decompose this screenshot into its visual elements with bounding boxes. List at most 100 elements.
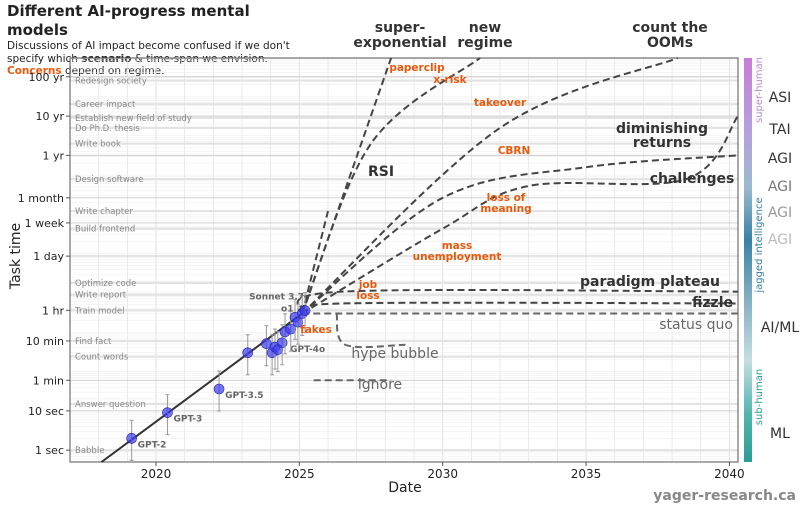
capability-label: AGI: [768, 151, 792, 167]
y-tick-label: 1 min: [33, 374, 64, 387]
scenario-label-layer: super-exponential new regime count the OOMs R…: [351, 20, 734, 393]
capability-label: AGI: [768, 232, 792, 248]
scenario-label-diminishing-returns-line: returns: [633, 135, 691, 151]
concern-mass-unemployment: mass unemployment: [413, 240, 502, 263]
subtitle-line-1: Discussions of AI impact become confused…: [7, 40, 290, 52]
scenario-label-diminishing-returns: diminishing returns: [616, 121, 708, 151]
concern-x-risk-line: x-risk: [433, 74, 467, 86]
scenario-label-count-the-ooms-line: OOMs: [647, 35, 693, 51]
model-label: GPT-3.5: [225, 391, 263, 401]
task-label: Babble: [75, 446, 104, 456]
scenario-label-status-quo-line: status quo: [659, 317, 733, 333]
subtitle-line-3: Concerns depend on regime.: [7, 65, 165, 77]
scenario-line-diminishing-returns: [301, 154, 739, 315]
scenario-label-rsi: RSI: [368, 164, 394, 180]
capability-gradient-bar: [744, 58, 752, 462]
concern-takeover: takeover: [474, 97, 527, 109]
task-label: Find fact: [75, 337, 112, 347]
capability-label: AGI: [768, 205, 792, 221]
task-label: Train model: [74, 306, 125, 316]
capability-scale: ASI TAI AGI AGI AGI AGI AI/ML ML super-human jagg…: [744, 57, 799, 462]
scenario-label-fizzle-line: fizzle: [692, 295, 733, 311]
scenario-label-challenges-line: challenges: [650, 171, 735, 187]
x-tick-label: 2025: [284, 467, 315, 481]
concern-fakes: fakes: [300, 324, 332, 336]
task-label: Answer question: [75, 400, 146, 410]
task-label: Design software: [75, 175, 144, 185]
concern-cbrn: CBRN: [498, 145, 531, 157]
scenario-label-diminishing-returns-line: diminishing: [616, 121, 708, 137]
concern-paperclip: paperclip: [389, 62, 445, 74]
task-label: Count words: [75, 353, 129, 363]
x-tick-label: 2030: [427, 467, 458, 481]
scenario-label-paradigm-plateau-line: paradigm plateau: [580, 274, 720, 290]
scenario-label-new-regime: new regime: [457, 20, 512, 51]
chart-header: Different AI-progress mental models Disc…: [7, 2, 307, 78]
y-tick-label: 100 yr: [28, 71, 64, 84]
task-label: Career impact: [75, 100, 136, 110]
capability-label: AGI: [768, 179, 792, 195]
y-tick-label: 1 month: [18, 192, 64, 205]
scenario-label-fizzle: fizzle: [692, 295, 733, 311]
x-tick-label: 2040: [714, 467, 745, 481]
y-tick-label: 10 sec: [28, 405, 64, 418]
capability-label: ASI: [769, 90, 792, 106]
task-label: Write report: [75, 291, 127, 301]
scenario-line-super--exponential: [301, 57, 393, 314]
y-tick-label: 1 day: [33, 250, 64, 263]
scenario-label-ignore-line: ignore: [358, 377, 402, 393]
y-tick-label: 1 yr: [42, 149, 64, 162]
watermark: yager-research.ca: [653, 488, 796, 504]
scenario-label-count-the-ooms-line: count the: [632, 20, 708, 36]
model-label: Sonnet 3.7: [249, 293, 304, 303]
scenario-label-count-the-ooms: count the OOMs: [632, 20, 708, 51]
task-label: Build frontend: [75, 225, 135, 235]
y-tick-label: 1 hr: [42, 304, 64, 317]
concern-mass-unemployment-line: mass: [442, 240, 473, 252]
concern-takeover-line: takeover: [474, 97, 527, 109]
scenario-label-super--exponential-line: super-: [375, 20, 426, 36]
concern-cbrn-line: CBRN: [498, 145, 531, 157]
x-tick-label: 2020: [141, 467, 172, 481]
concern-mass-unemployment-line: unemployment: [413, 251, 502, 263]
task-label: Write chapter: [75, 207, 133, 217]
y-axis-label: Task time: [8, 223, 24, 290]
model-point: [126, 433, 137, 444]
model-point: [213, 383, 225, 395]
scenario-line-paradigm-plateau: [296, 288, 739, 315]
concern-fakes-line: fakes: [300, 324, 332, 336]
y-tick-label: 10 min: [26, 335, 64, 348]
capability-label: AI/ML: [761, 320, 800, 336]
scenario-label-super--exponential-line: exponential: [353, 35, 446, 51]
y-tick-label: 10 yr: [35, 110, 64, 123]
scenario-layer: [296, 57, 739, 382]
x-axis-label: Date: [388, 480, 421, 496]
model-label: o1: [281, 304, 293, 314]
capability-band-label: super-human: [754, 57, 765, 123]
task-label: Write book: [75, 140, 121, 150]
model-point: [242, 347, 254, 359]
model-point: [162, 407, 173, 418]
capability-label: TAI: [768, 122, 790, 138]
concern-job-loss: job loss: [356, 279, 379, 302]
task-label: Redesign society: [75, 77, 147, 87]
model-label: GPT-3: [173, 415, 202, 425]
y-tick-label: 1 sec: [35, 444, 64, 457]
model-point: [299, 305, 311, 316]
plot-frame: [69, 57, 739, 463]
capability-label: ML: [770, 426, 790, 442]
capability-band-label: jagged intelligence: [754, 197, 765, 293]
task-label: Establish new field of study: [75, 114, 192, 124]
model-label: GPT-2: [138, 440, 167, 450]
scenario-label-new-regime-line: new: [469, 20, 501, 36]
model-point: [292, 316, 304, 328]
concern-job-loss-line: job: [358, 279, 378, 291]
scenario-line-new-regime: [301, 57, 481, 314]
x-tick-label: 2035: [571, 467, 602, 481]
concern-x-risk: x-risk: [433, 74, 467, 86]
scenario-label-challenges: challenges: [650, 171, 735, 187]
axis-layer: 2020 2025 2030 2035 2040 1 sec 10 sec 1 min 10 m…: [18, 71, 745, 481]
